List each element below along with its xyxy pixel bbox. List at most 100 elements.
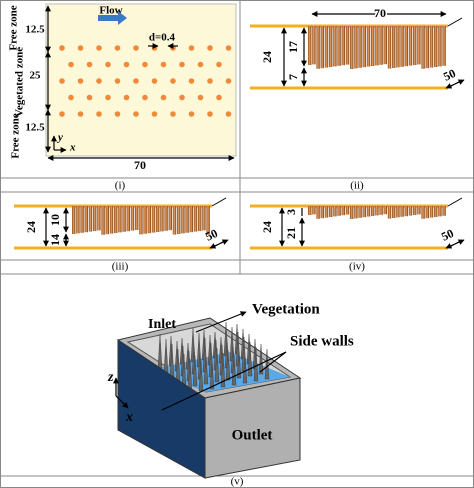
vegetation-stem [216,94,222,101]
rod [429,206,434,218]
caption: (i) [115,180,126,192]
rod [417,206,421,215]
vegetation-spike [242,356,248,384]
rod [84,206,88,233]
vegetation-stem [207,78,213,84]
rod [362,206,366,218]
vegetation-stem [225,45,232,51]
rod [392,206,396,218]
zone-label: Free zone [8,5,20,50]
caption: (iii) [112,261,129,273]
depth-label: 24 [260,51,274,63]
rod [341,206,345,216]
rod [366,206,371,217]
vegetation-stem [123,94,130,101]
rod [379,26,383,65]
rod [316,26,320,69]
rod [185,206,189,233]
vegetation-stem [105,61,111,68]
rod [193,206,198,232]
vegetation-spike [258,343,264,375]
axis-label: x [69,142,76,154]
rod [181,206,185,234]
rod [114,206,118,233]
height-label: 17 [286,41,300,53]
rod [337,206,341,216]
vegetation-stem [123,61,130,68]
height-label: 3 [284,209,298,215]
outlet-label: Outlet [232,427,273,443]
rod [206,206,210,235]
vegetation-stem [77,45,84,51]
rod [396,206,400,218]
rod [172,206,177,235]
rod [143,206,147,234]
rod [350,206,354,219]
rod [72,206,76,234]
rod [387,206,392,219]
vegetation-stem [68,61,74,68]
rod [320,26,324,69]
gap-label: 21 [284,227,298,239]
rod [358,206,362,218]
vegetation-spike [236,351,242,379]
rod [168,206,172,231]
rod [189,206,193,233]
rod [320,206,324,219]
rod [337,26,341,66]
rod [341,26,345,66]
vegetation-stem [207,45,213,51]
vegetation-stem [114,45,121,51]
rod [434,26,438,67]
height-label: 10 [48,214,62,226]
rod [308,206,312,215]
panel-i: Free zone 12.5 Vegetated zone 25 Free zo… [8,3,237,192]
rod [396,26,400,68]
vegetation-stem [77,78,84,84]
vegetation-stem [216,61,222,68]
rod [324,206,329,218]
zone-label: Free zone [10,113,22,158]
rod [387,26,392,69]
vegetation-stem [188,111,195,117]
rod [425,26,429,69]
rod [97,206,101,231]
caption: (v) [231,476,244,488]
rod [438,206,442,217]
width-label: 12.5 [25,24,45,36]
vegetation-stem [133,111,139,117]
domain [45,3,237,157]
axis-label: x [125,410,133,425]
rod [147,206,151,234]
vegetation-stem [225,78,232,84]
gap-label: 7 [286,74,300,80]
rod [379,206,383,215]
vegetation-stem [59,78,65,84]
vegetation-stem [114,111,121,117]
vegetation-stem [197,61,204,68]
rod [400,206,404,217]
vegetation-stem [96,111,102,117]
rod [130,206,135,231]
rod [442,206,446,216]
gap-label: 14 [48,234,62,246]
rod [101,206,105,235]
rod [139,206,143,235]
vegetation-stem [59,45,65,51]
vegetation-stem [197,94,204,101]
depth-label: 24 [260,221,274,233]
vegetation-stem [160,61,167,68]
rod [404,206,408,217]
inlet-label: Inlet [148,317,176,332]
vegetation-stem [188,45,195,51]
vegetation-stem [142,61,148,68]
vegetation-spike [264,348,270,380]
rod [329,26,333,67]
rod [198,206,202,231]
rod [354,206,358,219]
panel-ii: 70 24 17 7 50 (ii) [250,4,465,192]
vegetation-stem [86,94,93,101]
rod [434,206,438,217]
vegetation-stem [142,94,148,101]
